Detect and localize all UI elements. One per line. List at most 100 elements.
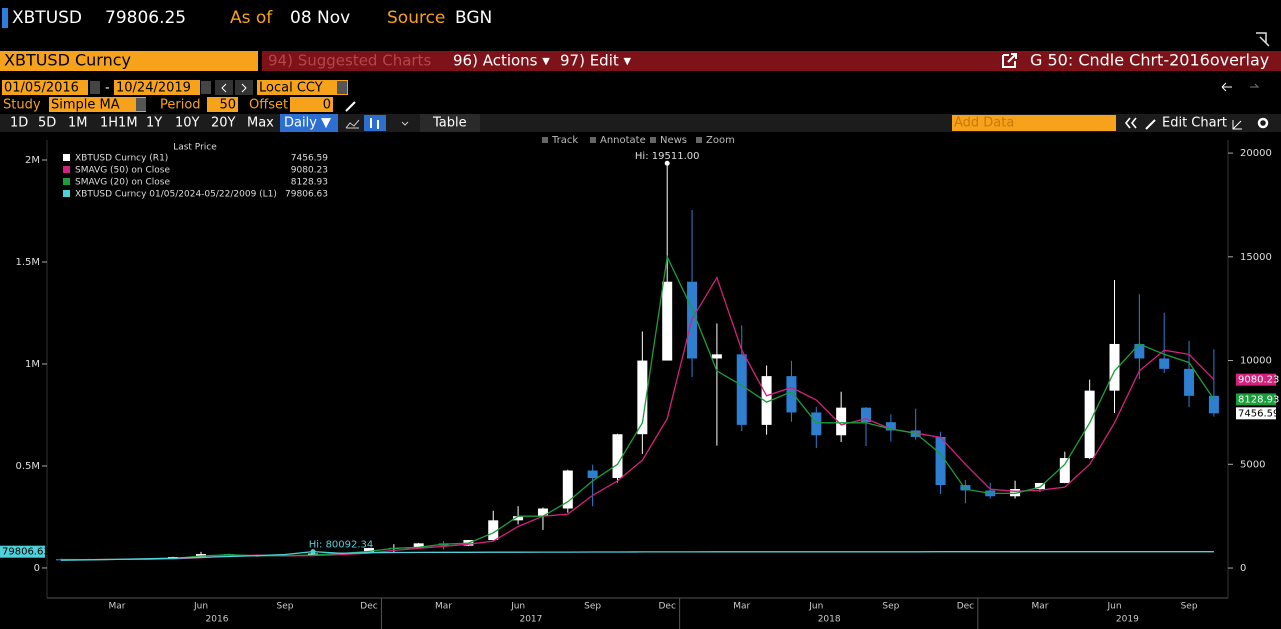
dropdown-icon[interactable] [337,81,347,94]
edit-menu[interactable]: 97) Edit ▾ [560,52,632,70]
security[interactable]: XBTUSD Curncy [4,51,131,70]
redo-icon[interactable] [1250,83,1260,88]
candle-icon-button[interactable] [364,115,386,131]
calendar-icon[interactable] [90,81,100,94]
x-tick-label: Dec [360,602,377,612]
chart-tool[interactable]: News [660,135,687,146]
legend-swatch [63,166,70,173]
chart-tool[interactable]: Zoom [706,135,735,146]
chart-tool[interactable]: Track [551,135,578,146]
year-label: 2018 [818,615,841,625]
legend-entry: SMAVG (50) on Close [75,166,170,176]
next-button[interactable] [235,80,253,95]
suggested-charts[interactable]: 94) Suggested Charts [268,52,431,70]
start-date[interactable]: 01/05/2016 [4,81,79,96]
y-tick-label: 0 [1240,563,1246,574]
tool-icon[interactable] [542,137,548,143]
frequency[interactable]: Daily ▼ [284,116,331,131]
line-icon[interactable] [345,119,360,129]
candle-body [413,543,424,548]
candle-body [836,407,847,436]
offset-label: Offset [249,98,288,113]
high-marker [664,160,670,166]
tool-icon[interactable] [650,137,656,143]
range-button[interactable]: 1M [68,116,88,131]
study-label: Study [3,98,41,113]
range-button[interactable]: 10Y [175,116,200,131]
as-of-label: As of [230,8,273,28]
last-value-label: 7456.59 [1238,408,1279,419]
range-button[interactable]: 1H1M [100,116,138,131]
last-value-badge [1236,407,1276,420]
calendar-icon[interactable] [201,81,211,94]
end-date[interactable]: 10/24/2019 [116,81,191,96]
study-field[interactable] [49,97,146,112]
range-button[interactable]: Max [247,116,274,131]
launch-icon[interactable] [1002,53,1017,68]
offset[interactable]: 0 [323,98,331,113]
pen-icon[interactable] [1145,119,1156,130]
range-button[interactable]: 1D [10,116,28,131]
tool-icon[interactable] [590,137,596,143]
candle-body [562,470,573,509]
study[interactable]: Simple MA [51,98,120,113]
dropdown-icon[interactable] [136,98,146,111]
x-tick-label: Mar [1031,602,1048,612]
legend-value: 79806.63 [285,190,328,200]
year-label: 2019 [1116,615,1139,625]
chart-tool[interactable]: Annotate [600,135,646,146]
candle-icon [370,118,379,129]
table-button[interactable] [420,114,480,132]
candle-body [761,376,772,425]
table[interactable]: Table [432,116,467,131]
source-label: Source [387,8,445,28]
settings-icon[interactable] [1257,117,1269,129]
date-separator: - [105,81,110,96]
range-button[interactable]: 1Y [146,116,162,131]
offset-field[interactable] [290,97,333,112]
undo-icon[interactable] [1221,82,1232,92]
end-date-field[interactable] [114,80,200,95]
security-field[interactable] [0,51,258,71]
add-data[interactable]: Add Data [954,116,1014,131]
candle-body [513,516,524,521]
x-tick-label: Sep [277,602,294,612]
x-tick-label: Jun [193,602,208,612]
menu-bar [262,51,1281,71]
legend-title: Last Price [173,143,217,153]
legend-value: 9080.23 [291,166,328,176]
edit-icon[interactable] [1232,120,1242,130]
actions-menu[interactable]: 96) Actions ▾ [453,52,550,70]
range-button[interactable]: 20Y [211,116,236,131]
last-value-badge [1236,373,1276,386]
last-value-badge [1236,393,1276,406]
candle-body [1134,343,1145,359]
last-value-label: 79806.63 [2,547,50,558]
start-date-field[interactable] [2,80,88,95]
frequency-button[interactable] [280,114,338,132]
dropdown-icon[interactable] [401,121,409,126]
range-button[interactable]: 5D [38,116,56,131]
candle-body [662,281,673,361]
currency-field[interactable] [257,80,348,95]
edit-chart[interactable]: Edit Chart [1162,116,1227,131]
last-value-label: 8128.93 [1238,394,1279,405]
popout-icon[interactable] [1256,32,1270,47]
candle-body [861,407,871,423]
pen-icon[interactable] [345,101,356,112]
currency[interactable]: Local CCY [259,81,323,96]
candle-body [364,548,374,553]
period-field[interactable] [207,97,238,112]
x-tick-label: Dec [957,602,974,612]
tool-icon[interactable] [696,137,702,143]
candle-body [1208,395,1219,414]
add-data-field[interactable] [952,115,1116,131]
period[interactable]: 50 [219,98,236,113]
prev-button[interactable] [215,80,233,95]
chart-name: G 50: Cndle Chrt-2016overlay [1030,51,1269,70]
collapse-icon[interactable] [1124,117,1137,129]
x-tick-label: Mar [435,602,452,612]
